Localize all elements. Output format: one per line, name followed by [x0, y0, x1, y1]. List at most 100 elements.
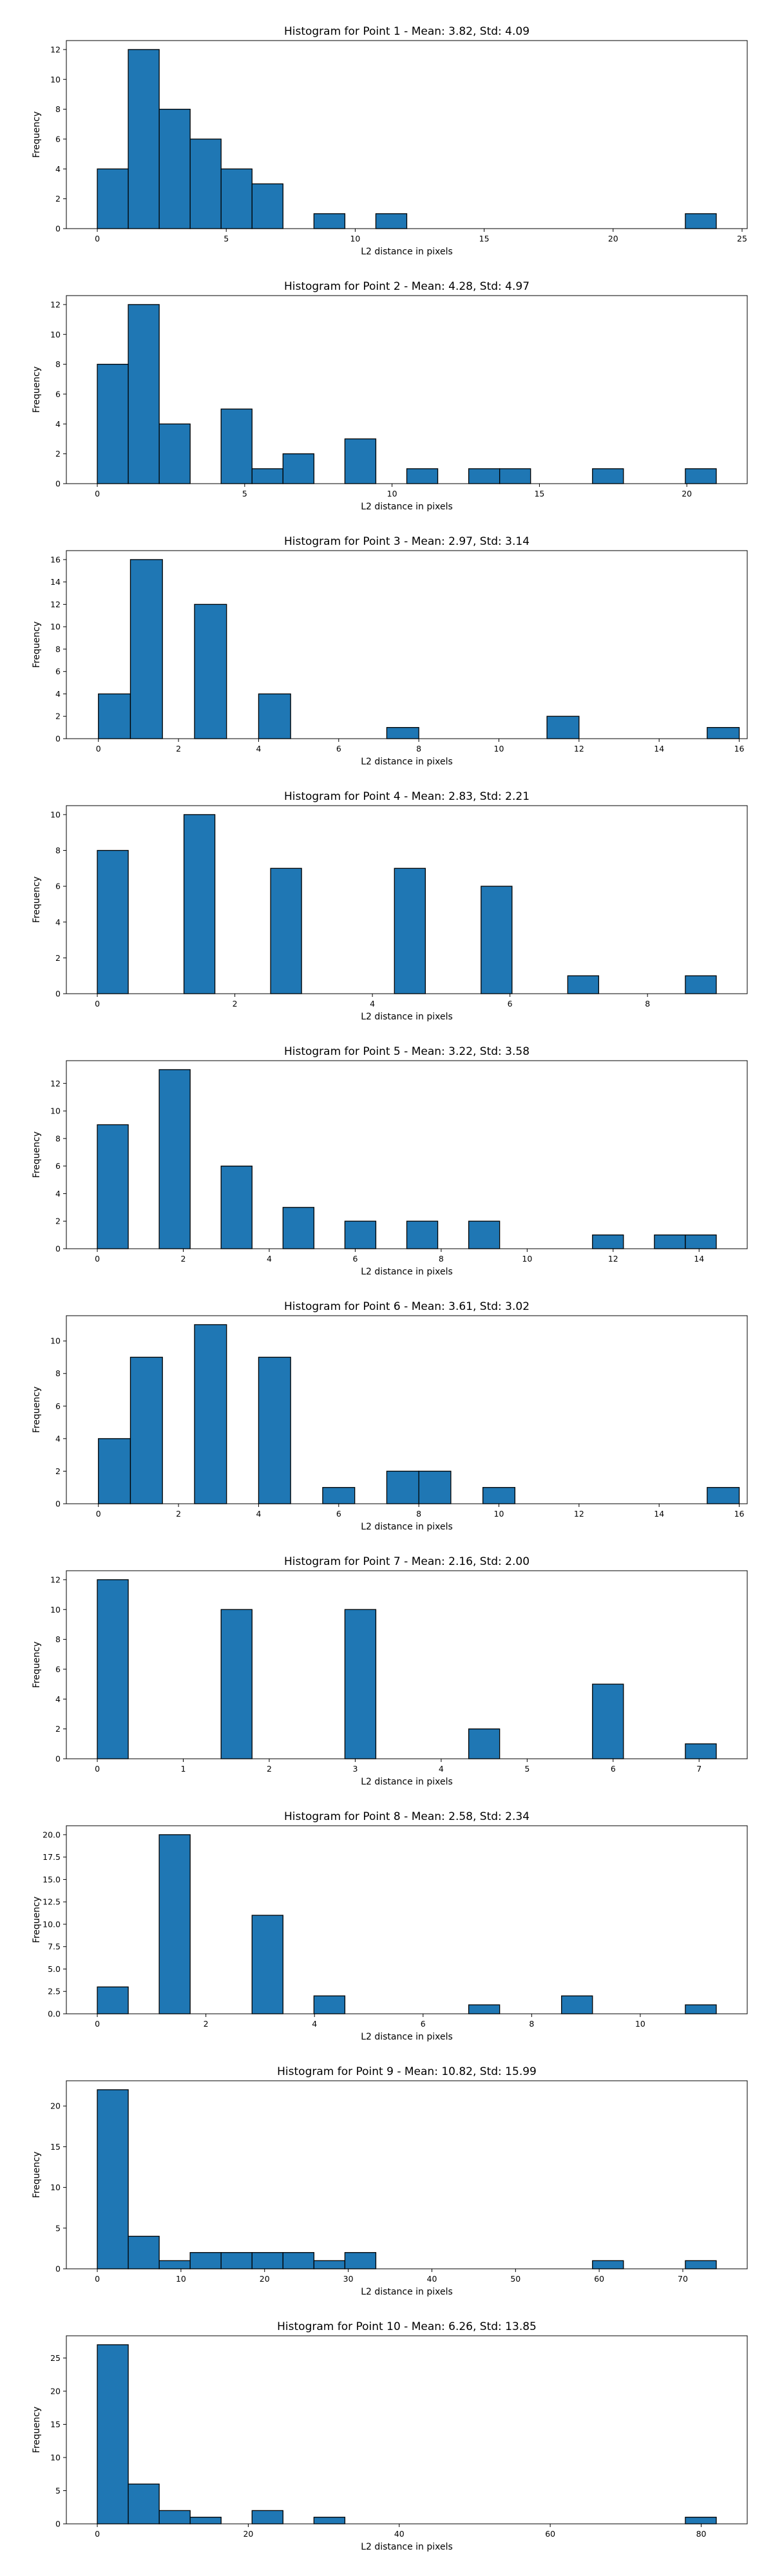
y-tick-label: 8	[55, 1368, 61, 1378]
histogram-bar	[220, 1166, 253, 1249]
histogram-chart-3: Histogram for Point 3 - Mean: 2.97, Std:…	[32, 535, 748, 767]
y-tick-label: 0	[55, 2519, 61, 2529]
x-tick-label: 4	[256, 1509, 261, 1519]
histogram-chart-1: Histogram for Point 1 - Mean: 3.82, Std:…	[32, 25, 748, 257]
histogram-bar	[313, 213, 346, 229]
y-tick-label: 8	[55, 846, 61, 855]
y-tick-label: 2	[55, 1724, 61, 1734]
x-tick-label: 2	[267, 1764, 272, 1774]
x-tick-label: 0	[95, 999, 100, 1009]
histogram-bar	[251, 1915, 283, 2014]
histogram-bar	[344, 1609, 377, 1759]
y-tick-label: 8	[55, 644, 61, 654]
histogram-bar	[406, 468, 439, 484]
y-tick-label: 2	[55, 712, 61, 721]
x-tick-label: 10	[387, 489, 397, 498]
histogram-bar	[685, 1743, 717, 1759]
y-tick-label: 6	[55, 882, 61, 891]
histogram-bar	[251, 468, 283, 484]
histogram-bar	[282, 2252, 315, 2269]
y-tick-label: 10	[50, 2183, 61, 2192]
y-tick-label: 4	[55, 1694, 61, 1704]
axes-frame	[66, 40, 748, 229]
histogram-bar	[97, 168, 129, 229]
histogram-bar	[189, 2252, 222, 2269]
x-tick-label: 6	[336, 1509, 341, 1519]
y-tick-label: 0	[55, 1244, 61, 1254]
x-tick-label: 4	[267, 1254, 272, 1264]
histogram-bar	[97, 1986, 129, 2014]
x-tick-label: 50	[510, 2274, 520, 2284]
y-tick-label: 4	[55, 419, 61, 429]
x-tick-label: 6	[611, 1764, 616, 1774]
histogram-chart-7: Histogram for Point 7 - Mean: 2.16, Std:…	[32, 1555, 748, 1787]
x-tick-label: 4	[312, 2019, 317, 2029]
histogram-bar	[251, 183, 283, 229]
axes-frame	[66, 2335, 748, 2524]
y-tick-label: 15.0	[43, 1875, 61, 1884]
x-tick-label: 80	[696, 2529, 707, 2539]
chart-title: Histogram for Point 10 - Mean: 6.26, Std…	[277, 2320, 537, 2333]
histogram-bar	[128, 2235, 160, 2269]
histogram-bar	[482, 1487, 516, 1504]
x-tick-label: 0	[95, 1254, 100, 1264]
histogram-chart-6: Histogram for Point 6 - Mean: 3.61, Std:…	[32, 1300, 748, 1532]
x-tick-label: 10	[494, 744, 504, 753]
histogram-bar	[251, 2510, 283, 2524]
x-tick-label: 30	[343, 2274, 354, 2284]
x-axis-label: L2 distance in pixels	[361, 757, 453, 767]
y-axis-label: Frequency	[32, 111, 42, 158]
histogram-chart-9: Histogram for Point 9 - Mean: 10.82, Std…	[32, 2065, 748, 2297]
x-tick-label: 15	[479, 234, 490, 243]
histogram-bar	[158, 1834, 191, 2014]
histogram-bar	[685, 2260, 717, 2269]
y-tick-label: 10	[50, 1336, 61, 1346]
x-axis-label: L2 distance in pixels	[361, 1522, 453, 1532]
histogram-bar	[97, 849, 129, 994]
x-axis-label: L2 distance in pixels	[361, 2032, 453, 2042]
y-tick-label: 10	[50, 75, 61, 84]
y-axis-label: Frequency	[32, 2407, 42, 2453]
y-tick-label: 20	[50, 2101, 61, 2111]
x-tick-label: 8	[439, 1254, 444, 1264]
x-tick-label: 10	[522, 1254, 532, 1264]
x-tick-label: 5	[524, 1764, 530, 1774]
x-tick-label: 8	[645, 999, 650, 1009]
histogram-bar	[158, 2510, 191, 2524]
histogram-bar	[561, 1995, 593, 2014]
y-tick-label: 12	[50, 1575, 61, 1584]
histogram-bar	[194, 1324, 227, 1504]
chart-title: Histogram for Point 8 - Mean: 2.58, Std:…	[284, 1810, 530, 1823]
axes-frame	[66, 1315, 748, 1504]
histogram-bar	[220, 408, 253, 484]
histogram-bar	[98, 1438, 131, 1504]
axes-frame	[66, 1570, 748, 1759]
histogram-bar	[158, 2260, 191, 2269]
y-tick-label: 2	[55, 953, 61, 963]
histogram-bar	[344, 2252, 377, 2269]
y-tick-label: 6	[55, 1664, 61, 1674]
x-tick-label: 40	[427, 2274, 437, 2284]
histogram-bar	[158, 1069, 191, 1249]
y-axis-label: Frequency	[32, 1387, 42, 1433]
x-tick-label: 0	[96, 744, 101, 753]
histogram-bar	[685, 975, 717, 994]
x-tick-label: 3	[352, 1764, 358, 1774]
x-tick-label: 2	[181, 1254, 186, 1264]
histogram-bar	[97, 1579, 129, 1759]
x-tick-label: 2	[204, 2019, 209, 2029]
x-tick-label: 5	[242, 489, 247, 498]
x-tick-label: 60	[545, 2529, 555, 2539]
x-tick-label: 12	[574, 1509, 584, 1519]
histogram-bar	[685, 468, 717, 484]
x-tick-label: 2	[176, 744, 181, 753]
histogram-bar	[707, 1487, 740, 1504]
x-tick-label: 10	[176, 2274, 186, 2284]
x-tick-label: 6	[336, 744, 341, 753]
x-tick-label: 0	[95, 489, 100, 498]
y-tick-label: 20	[50, 2387, 61, 2396]
x-tick-label: 14	[694, 1254, 704, 1264]
histogram-bar	[468, 1728, 501, 1759]
histogram-bar	[685, 213, 717, 229]
histogram-chart-5: Histogram for Point 5 - Mean: 3.22, Std:…	[32, 1045, 748, 1277]
